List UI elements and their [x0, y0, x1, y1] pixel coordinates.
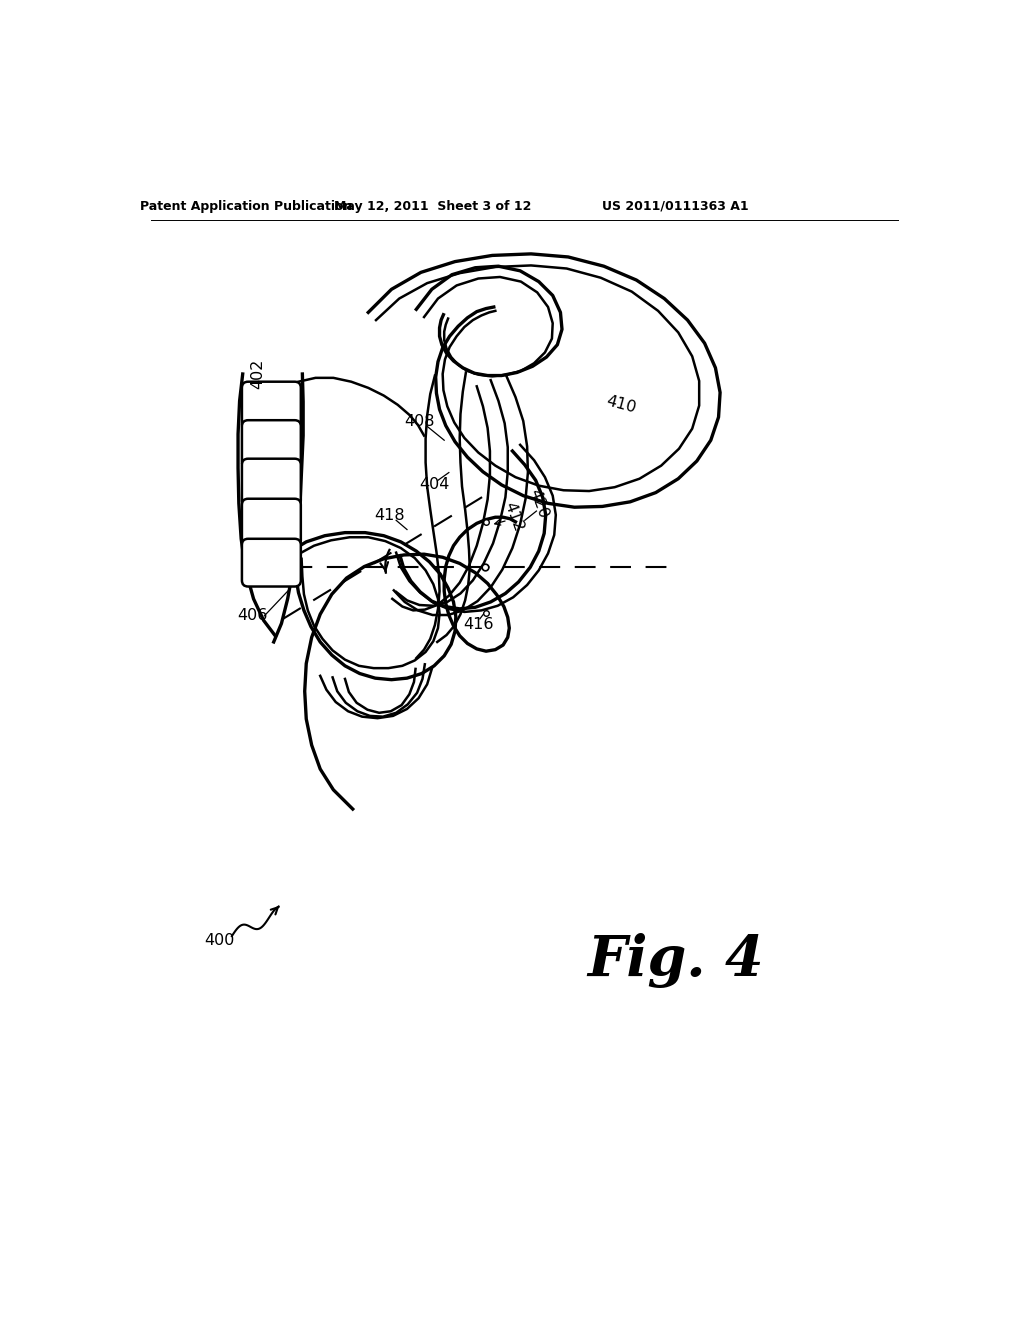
FancyBboxPatch shape	[242, 420, 301, 469]
FancyBboxPatch shape	[242, 499, 301, 546]
Text: 410: 410	[604, 393, 638, 416]
Text: 416: 416	[463, 616, 494, 632]
Text: 418: 418	[375, 508, 406, 523]
FancyBboxPatch shape	[242, 539, 301, 586]
Text: 400: 400	[204, 933, 234, 948]
Text: May 12, 2011  Sheet 3 of 12: May 12, 2011 Sheet 3 of 12	[334, 199, 531, 213]
Text: 402: 402	[251, 359, 265, 389]
Text: 404: 404	[420, 478, 451, 492]
Text: US 2011/0111363 A1: US 2011/0111363 A1	[602, 199, 749, 213]
FancyBboxPatch shape	[242, 459, 301, 507]
Text: Patent Application Publication: Patent Application Publication	[139, 199, 352, 213]
Text: 420: 420	[526, 487, 551, 520]
Text: 412: 412	[502, 499, 526, 533]
FancyBboxPatch shape	[242, 381, 301, 429]
Text: 408: 408	[404, 414, 434, 429]
Text: Fig. 4: Fig. 4	[587, 933, 764, 989]
Text: 406: 406	[237, 609, 267, 623]
